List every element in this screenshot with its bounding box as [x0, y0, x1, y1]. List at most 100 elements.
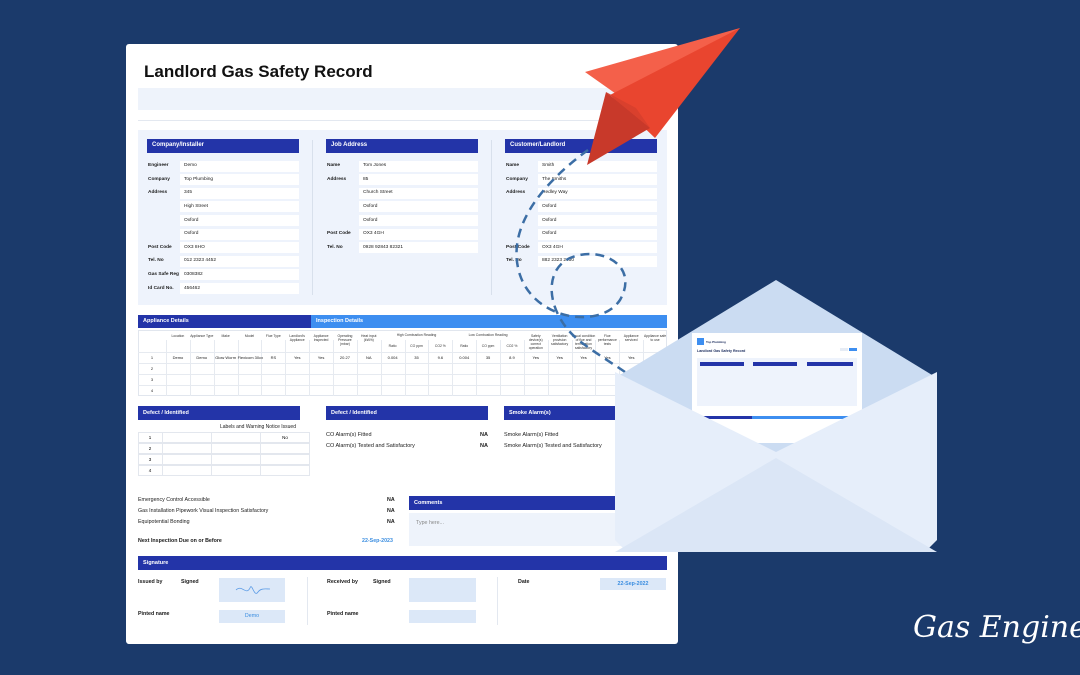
check-label: Equipotential Bonding: [138, 518, 190, 525]
grid-line: [162, 432, 163, 443]
column-group-header: Low Combustion Reading: [468, 333, 508, 337]
grid-line: [260, 443, 261, 454]
grid-line: [162, 443, 163, 454]
section-header: [326, 139, 478, 153]
sign-label: Pinted name: [138, 610, 170, 617]
table-cell: 4: [150, 387, 154, 393]
section-header: [409, 496, 666, 510]
field-label: Company: [506, 176, 528, 182]
grid-line: [595, 340, 597, 396]
column-header: Appliance safe to use: [643, 334, 667, 342]
field-box: [180, 214, 299, 226]
table-cell: Demo: [196, 354, 208, 360]
field-box: [180, 282, 299, 294]
date-box: [600, 578, 666, 590]
grid-line: [138, 352, 667, 353]
column-header: Ratio: [388, 344, 397, 348]
field-value: 882 2323 2450: [542, 258, 575, 264]
column-header: CO2 %: [506, 344, 518, 348]
field-label: Post Code: [148, 244, 172, 250]
field-label: Name: [327, 163, 341, 169]
column-header: Appliance Inspected: [313, 334, 329, 342]
check-label: Smoke Alarm(s) Tested and Satisfactory: [504, 442, 602, 449]
table-cell: 2: [150, 365, 154, 371]
section-header-text: Smoke Alarm(s): [509, 409, 551, 416]
grid-line: [260, 432, 261, 443]
field-box: [359, 160, 478, 172]
grid-line: [166, 340, 167, 396]
column-header: Visual condition of flue and termination…: [571, 334, 596, 350]
field-value: OX3 4GH: [542, 244, 563, 250]
section-header: [138, 556, 667, 570]
check-label: CO Alarm(s) Tested and Satisfactory: [326, 442, 415, 449]
column-header: Appliance Type: [190, 334, 214, 338]
field-value: 0928 92843 82321: [363, 244, 404, 250]
field-box: [359, 174, 478, 186]
field-value: Oxford: [184, 231, 199, 237]
field-box: [180, 201, 299, 213]
column-group-header: High Combustion Reading: [396, 333, 437, 337]
field-label: Engineer: [148, 163, 169, 169]
section-header-text: Signature: [143, 559, 169, 566]
column-header: Location: [171, 334, 185, 338]
field-value: Top Plumbing: [184, 176, 214, 182]
comments-placeholder: Type here...: [416, 519, 444, 526]
table-cell: Yes: [532, 354, 540, 360]
table-cell: 20.27: [339, 354, 350, 360]
field-box: [180, 242, 299, 254]
field-label: Address: [327, 176, 347, 182]
table-cell: Flexicom 30cx: [237, 354, 264, 360]
field-label: Id Card No.: [148, 285, 174, 291]
logo: Gas Engineer: [913, 610, 1080, 645]
section-header: [138, 315, 311, 328]
comments-box[interactable]: [409, 513, 666, 546]
name-box: [219, 610, 285, 623]
grid-line: [162, 465, 163, 476]
field-label: Name: [506, 163, 520, 169]
table-cell: 0.004: [459, 354, 470, 360]
column-header: Ratio: [460, 344, 469, 348]
grid-line: [211, 454, 212, 465]
row-number: 4: [148, 468, 152, 473]
field-label: Post Code: [327, 231, 351, 237]
divider: [138, 120, 666, 121]
sign-label: Received by: [327, 578, 358, 585]
grid-line: [643, 340, 645, 396]
field-value: Demo: [184, 163, 197, 169]
grid-line: [189, 340, 191, 396]
field-value: OX3 4GH: [363, 231, 384, 237]
grid-line: [476, 340, 478, 396]
field-box: [359, 228, 478, 240]
table-cell: NA: [365, 354, 372, 360]
preview-text: Landlord Gas Safety Record: [697, 349, 745, 353]
row-number: 2: [148, 446, 152, 451]
field-value: 0308382: [184, 271, 203, 277]
field-value: Oxford: [184, 217, 199, 223]
section-header-text: Defect / Identified: [331, 409, 377, 416]
section-header: [138, 406, 300, 420]
field-label: Tel. No: [148, 258, 164, 264]
row-number: 1: [148, 435, 152, 440]
title-bar: [138, 88, 666, 110]
column-header: Appliance serviced: [623, 334, 639, 342]
field-label: Address: [148, 190, 168, 196]
field-box: [180, 269, 299, 281]
grid-line: [547, 340, 549, 396]
divider: [307, 577, 308, 625]
field-box: [180, 255, 299, 267]
field-box: [180, 160, 299, 172]
table-cell: 3: [150, 376, 154, 382]
grid-line: [213, 340, 215, 396]
field-value: Oxford: [542, 231, 557, 237]
grid-line: [356, 340, 358, 396]
table-cell: 9.6: [437, 354, 444, 360]
column-header: Operating Pressure (mbar): [337, 334, 353, 346]
column-header: Flue performance tests: [597, 334, 617, 346]
check-value: NA: [387, 518, 395, 525]
field-box: [359, 242, 478, 254]
sign-label: Date: [518, 578, 530, 585]
table-cell: 1: [150, 354, 154, 360]
grid-line: [571, 340, 573, 396]
field-box: [359, 187, 478, 199]
column-header: CO ppm: [410, 344, 423, 348]
